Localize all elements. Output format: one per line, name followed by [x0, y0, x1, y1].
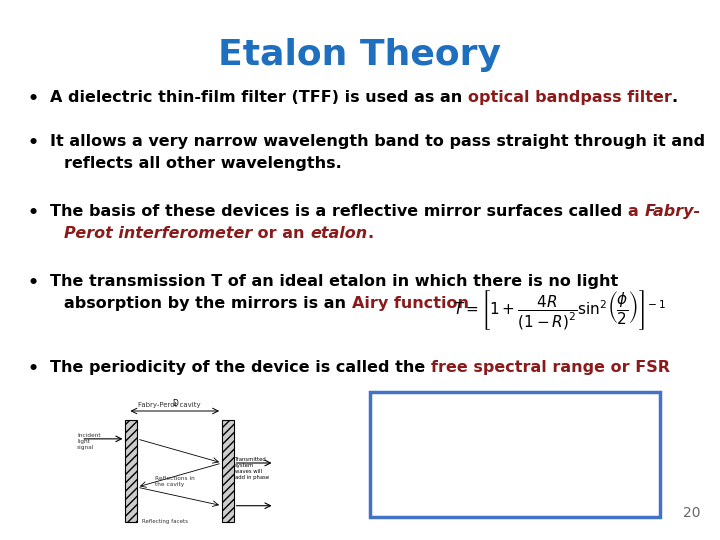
Text: $\mathrm{FSR} = \dfrac{\lambda^2}{2nD}$: $\mathrm{FSR} = \dfrac{\lambda^2}{2nD}$ — [446, 426, 584, 483]
Bar — [125, 420, 137, 522]
Text: Transmitted
system
waves will
add in phase: Transmitted system waves will add in pha… — [235, 457, 269, 480]
Text: The basis of these devices is a reflective mirror surfaces called: The basis of these devices is a reflecti… — [50, 204, 628, 219]
Text: .: . — [672, 90, 678, 105]
Text: $T = \left[1 + \dfrac{4R}{(1-R)^2}\sin^2\!\left(\dfrac{\phi}{2}\right)\right]^{\: $T = \left[1 + \dfrac{4R}{(1-R)^2}\sin^2… — [454, 288, 667, 332]
Text: a: a — [628, 204, 644, 219]
Text: optical bandpass filter: optical bandpass filter — [468, 90, 672, 105]
Text: reflects all other wavelengths.: reflects all other wavelengths. — [64, 156, 342, 171]
Text: etalon: etalon — [310, 226, 367, 241]
Text: Reflecting facets: Reflecting facets — [142, 519, 188, 524]
Text: Incident
light
signal: Incident light signal — [77, 433, 101, 450]
Text: Airy function: Airy function — [351, 296, 469, 311]
Text: •: • — [28, 360, 39, 378]
Bar — [222, 420, 233, 522]
Text: Fabry-Perot cavity: Fabry-Perot cavity — [138, 402, 201, 408]
Text: Reflections in
the cavity: Reflections in the cavity — [155, 476, 194, 487]
Text: or an: or an — [252, 226, 310, 241]
Text: .: . — [367, 226, 374, 241]
Text: •: • — [28, 90, 39, 108]
Text: D: D — [172, 399, 178, 408]
Text: Etalon Theory: Etalon Theory — [218, 38, 502, 72]
Text: It allows a very narrow wavelength band to pass straight through it and: It allows a very narrow wavelength band … — [50, 134, 705, 149]
Text: Fabry-: Fabry- — [644, 204, 701, 219]
Text: •: • — [28, 204, 39, 222]
Text: •: • — [28, 274, 39, 292]
Text: free spectral range or FSR: free spectral range or FSR — [431, 360, 670, 375]
Text: •: • — [28, 134, 39, 152]
Text: The periodicity of the device is called the: The periodicity of the device is called … — [50, 360, 431, 375]
Text: The transmission T of an ideal etalon in which there is no light: The transmission T of an ideal etalon in… — [50, 274, 618, 289]
Text: absorption by the mirrors is an: absorption by the mirrors is an — [64, 296, 351, 311]
Text: 20: 20 — [683, 506, 700, 520]
Text: A dielectric thin-film filter (TFF) is used as an: A dielectric thin-film filter (TFF) is u… — [50, 90, 468, 105]
Text: Perot interferometer: Perot interferometer — [64, 226, 252, 241]
